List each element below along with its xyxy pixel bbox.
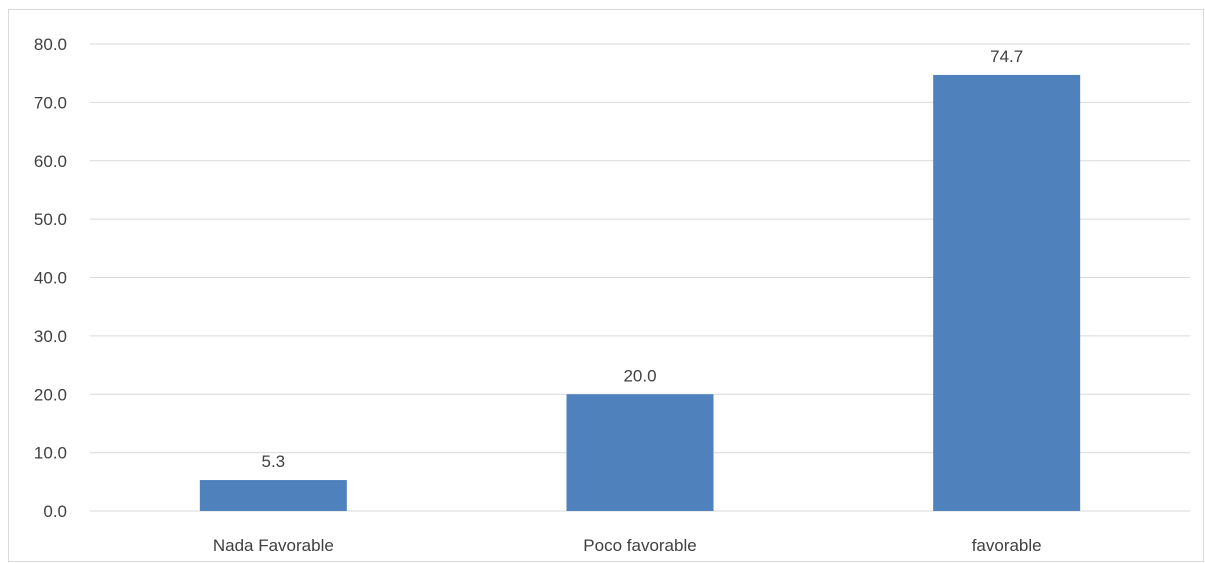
y-tick-label: 10.0 [34,444,67,463]
y-tick-label: 20.0 [34,385,67,404]
x-category-label: Poco favorable [583,536,696,555]
y-tick-label: 30.0 [34,327,67,346]
data-label: 20.0 [623,366,656,385]
data-labels: 5.3 20.0 74.7 [262,47,1024,471]
data-label: 5.3 [262,452,286,471]
y-tick-label: 80.0 [34,35,67,54]
bar [566,394,714,511]
data-label: 74.7 [990,47,1023,66]
x-category-label: Nada Favorable [213,536,334,555]
y-axis-tick-labels: 0.0 10.0 20.0 30.0 40.0 50.0 60.0 70.0 80.0 [34,35,67,521]
y-tick-label: 50.0 [34,210,67,229]
y-tick-label: 40.0 [34,269,67,288]
x-category-label: favorable [972,536,1042,555]
y-tick-label: 0.0 [43,502,67,521]
y-tick-label: 70.0 [34,93,67,112]
y-tick-label: 60.0 [34,152,67,171]
bars [199,74,1081,511]
bar [199,480,347,511]
bar [933,74,1081,511]
x-axis-category-labels: Nada Favorable Poco favorable favorable [213,536,1042,555]
